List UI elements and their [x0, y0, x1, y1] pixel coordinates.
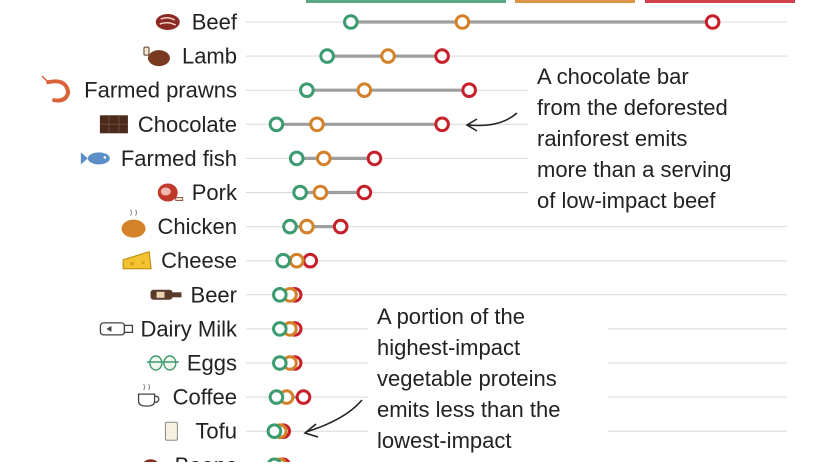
annotation-chocolate-arrow — [467, 112, 518, 127]
dot-typical — [454, 14, 471, 30]
row-label: Beef — [192, 10, 238, 35]
annotation-chocolate-line: rainforest emits — [537, 126, 687, 151]
dot-high — [434, 116, 450, 133]
dot-high — [461, 82, 477, 98]
annotation-tofu: A portion of the highest-impact vegetabl… — [303, 296, 608, 466]
dot-typical — [288, 252, 305, 269]
dot-low — [299, 82, 315, 98]
food-icons — [41, 14, 184, 467]
annotation-tofu-line: highest-impact — [377, 335, 520, 360]
annotation-tofu-backdrop — [368, 296, 608, 466]
coffee-cup-icon — [137, 383, 160, 407]
dot-low — [272, 287, 288, 303]
dot-low — [319, 48, 335, 64]
dot-high — [704, 14, 721, 30]
chocolate-bar-icon — [99, 115, 128, 134]
dot-low — [272, 355, 288, 371]
row-label: Farmed prawns — [84, 78, 237, 103]
dot-high — [295, 389, 312, 405]
lamb-roast-icon — [143, 46, 170, 67]
row-label: Beans — [175, 453, 237, 462]
legend-low-fragment — [306, 0, 506, 3]
steak-icon — [155, 14, 180, 30]
dot-low — [268, 389, 285, 405]
dot-low — [288, 150, 305, 167]
annotation-chocolate-line: A chocolate bar — [537, 64, 689, 89]
dot-low — [272, 321, 288, 337]
annotation-tofu-line: lowest-impact — [377, 428, 511, 453]
tofu-icon — [164, 421, 178, 441]
annotation-chocolate-backdrop — [528, 58, 790, 216]
row-label: Chicken — [158, 214, 237, 239]
dot-high — [302, 252, 319, 269]
dot-high — [356, 184, 373, 201]
row-label: Pork — [192, 180, 238, 205]
row-label: Coffee — [173, 385, 237, 410]
legend-typical-fragment — [515, 0, 635, 3]
dot-typical — [299, 218, 315, 235]
row-label: Dairy Milk — [140, 316, 238, 341]
annotation-tofu-line: vegetable proteins — [377, 366, 557, 391]
dot-typical — [309, 116, 325, 133]
row-label: Tofu — [195, 419, 237, 444]
annotation-tofu-line: emits less than the — [377, 397, 560, 422]
row-label: Eggs — [187, 351, 237, 376]
range-dots — [266, 14, 721, 467]
fish-icon — [80, 152, 110, 165]
legend-cutoff — [306, 0, 795, 3]
dot-low — [343, 14, 359, 30]
dot-typical — [380, 48, 396, 64]
row-label: Farmed fish — [121, 146, 237, 171]
annotation-tofu-line: A portion of the — [377, 304, 525, 329]
annotation-tofu-arrowhead — [303, 423, 319, 438]
dot-low — [275, 252, 291, 269]
milk-bottle-icon — [99, 322, 134, 336]
prawn-icon — [41, 75, 71, 103]
annotation-chocolate-line: from the deforested — [537, 95, 728, 120]
dot-high — [332, 218, 349, 235]
annotation-chocolate: A chocolate bar from the deforested rain… — [465, 58, 790, 216]
dot-low — [292, 184, 308, 201]
dot-typical — [356, 82, 373, 98]
annotation-chocolate-line: of low-impact beef — [537, 188, 716, 213]
dot-low — [266, 423, 283, 440]
annotation-chocolate-arrowhead — [465, 118, 478, 132]
dot-high — [434, 48, 450, 64]
legend-high-fragment — [645, 0, 795, 3]
row-label: Cheese — [161, 248, 237, 273]
row-label: Lamb — [182, 44, 237, 69]
dot-typical — [315, 150, 332, 167]
row-label: Beer — [191, 282, 237, 307]
ham-icon — [157, 183, 184, 202]
annotation-tofu-arrow — [305, 399, 363, 433]
roast-chicken-icon — [121, 209, 146, 238]
dot-typical — [312, 184, 329, 201]
eggs-icon — [146, 355, 179, 371]
cheese-icon — [122, 251, 152, 270]
dot-low — [268, 116, 285, 133]
row-labels: Beef Lamb Farmed prawns Chocolate Farmed fis… — [84, 10, 238, 467]
row-label: Chocolate — [138, 112, 237, 137]
beer-bottle-icon — [150, 289, 182, 300]
dot-low — [282, 218, 298, 235]
dot-high — [366, 150, 383, 167]
annotation-chocolate-line: more than a serving — [537, 157, 731, 182]
